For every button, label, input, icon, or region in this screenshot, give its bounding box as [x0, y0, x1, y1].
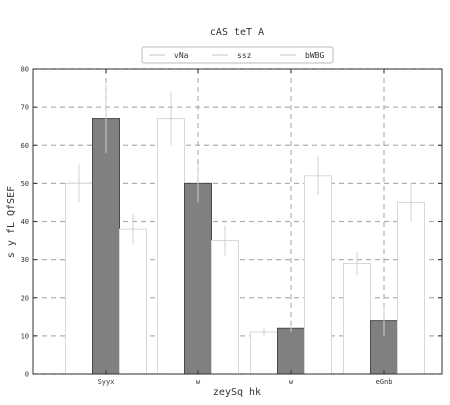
x-tick-label: Syyx — [98, 378, 115, 386]
y-tick-label: 50 — [21, 180, 29, 188]
legend-label: ssz — [237, 51, 252, 60]
x-tick-label: w — [289, 378, 294, 386]
y-axis-label: s y fL QfSEF — [6, 186, 17, 258]
y-tick-label: 30 — [21, 256, 29, 264]
bar — [343, 262, 371, 375]
chart-title: cAS teT A — [210, 27, 264, 38]
plot-area: 0 10 20 30 40 50 60 70 80 Syyx w w eGnb — [21, 66, 443, 386]
bar — [92, 118, 120, 375]
bar — [184, 182, 212, 375]
legend-label: bWBG — [305, 51, 324, 60]
legend: vNa ssz bWBG — [141, 46, 334, 64]
bar — [250, 331, 278, 375]
bar — [65, 182, 93, 375]
legend-box — [141, 46, 334, 64]
y-tick-label: 60 — [21, 142, 29, 150]
y-tick-label: 20 — [21, 294, 29, 302]
bar — [277, 327, 305, 375]
legend-label: vNa — [174, 51, 189, 60]
bar — [304, 175, 332, 375]
y-tick-label: 80 — [21, 66, 29, 74]
y-tick-label: 0 — [25, 371, 29, 379]
y-tick-label: 70 — [21, 104, 29, 112]
bar — [397, 201, 425, 375]
x-axis-label: zeySq hk — [213, 387, 261, 398]
y-tick-label: 10 — [21, 332, 29, 340]
bar — [157, 118, 185, 375]
x-tick-label: eGnb — [376, 378, 393, 386]
bar — [211, 240, 239, 375]
bar — [119, 228, 147, 375]
x-tick-label: w — [196, 378, 201, 386]
y-tick-label: 40 — [21, 218, 29, 226]
